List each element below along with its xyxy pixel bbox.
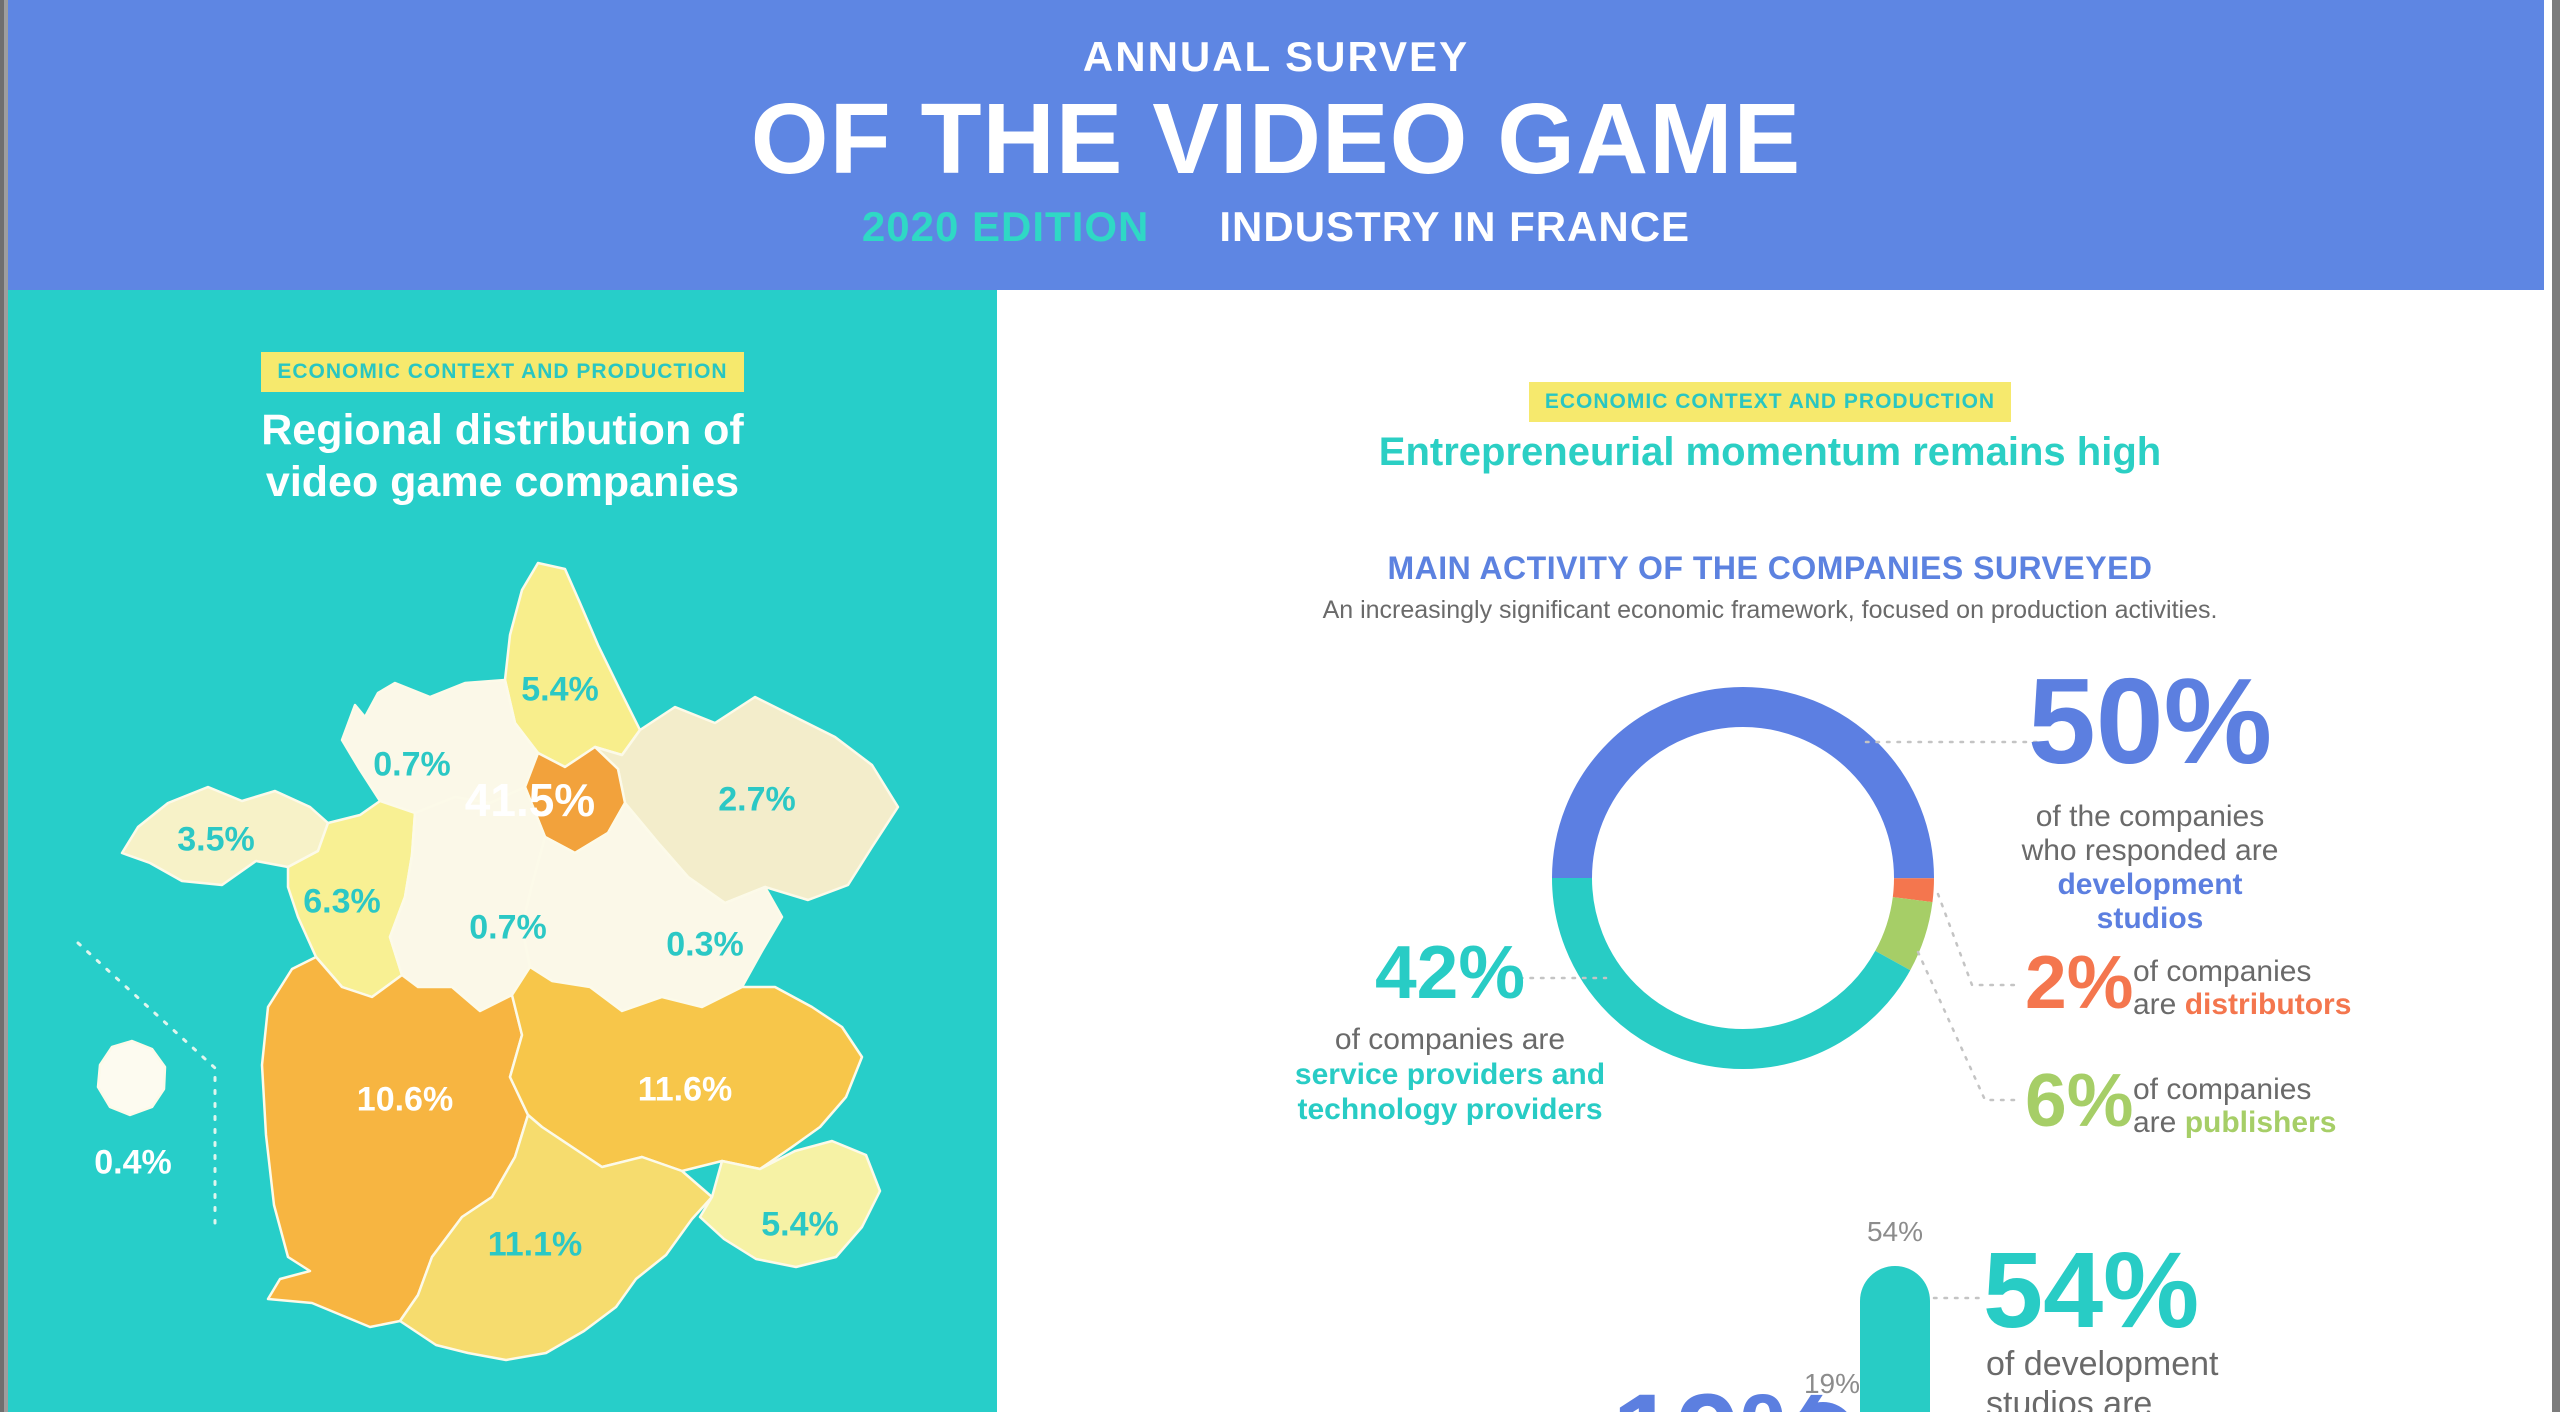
stat-value-6: 6%	[2025, 1058, 2134, 1142]
map-label-pays-de-la-loire: 6.3%	[303, 882, 381, 921]
map-region-occitanie	[398, 1113, 714, 1362]
right-badge-wrap: ECONOMIC CONTEXT AND PRODUCTION	[1005, 382, 2535, 422]
map-label-overseas: 0.4%	[94, 1143, 172, 1182]
bar-teal-54	[1860, 1266, 1930, 1412]
stat-caption-42: of companies are service providers and t…	[1294, 1023, 1606, 1126]
map-region-provence-alpes-cote-azur	[698, 1139, 882, 1269]
map-label-auvergne-rhone-alpes: 11.6%	[637, 1070, 733, 1109]
callout-development-studios: 50% of the companies who responded are d…	[2015, 660, 2285, 936]
map-label-occitanie: 11.1%	[487, 1225, 583, 1264]
stat-caption-2: of companies are distributors	[2133, 955, 2352, 1021]
map-title: Regional distribution of video game comp…	[8, 404, 997, 508]
donut-chart	[1552, 687, 1934, 1069]
map-label-hauts-de-france: 5.4%	[521, 670, 599, 709]
window-edge-left-dark	[0, 0, 4, 1412]
map-label-normandie: 0.7%	[373, 745, 451, 784]
section-heading: Entrepreneurial momentum remains high	[1378, 430, 2162, 474]
stat-caption-50: of the companies who responded are devel…	[2021, 800, 2279, 935]
stat-value-2: 2%	[2025, 940, 2134, 1024]
map-label-bretagne: 3.5%	[177, 820, 255, 859]
map-title-line2: video game companies	[265, 458, 740, 506]
section-badge-right: ECONOMIC CONTEXT AND PRODUCTION	[1528, 382, 2012, 422]
donut-chart-subtitle: An increasingly significant economic fra…	[1322, 596, 2218, 624]
map-label-ile-de-france: 41.5%	[464, 774, 596, 826]
page-title: OF THE VIDEO GAME	[750, 83, 1802, 195]
header-banner: ANNUAL SURVEY OF THE VIDEO GAME 2020 EDI…	[8, 0, 2544, 290]
header-subtitle-row: 2020 EDITION INDUSTRY IN FRANCE	[8, 203, 2544, 251]
stat-caption-6: of companies are publishers	[2133, 1073, 2337, 1139]
header-subtitle: INDUSTRY IN FRANCE	[1219, 203, 1691, 250]
bar-label-54: 54%	[1866, 1216, 1924, 1247]
map-region-overseas-island	[96, 1039, 167, 1117]
big-stat-54: 54%	[1983, 1229, 2200, 1350]
stat-value-50: 50%	[2027, 653, 2273, 789]
window-edge-right-gray	[2552, 0, 2560, 1412]
map-label-bourgogne-franche-comte: 0.3%	[666, 925, 744, 964]
donut-segment-service-providers	[1552, 687, 1934, 1069]
left-badge-wrap: ECONOMIC CONTEXT AND PRODUCTION	[8, 352, 997, 392]
section-badge: ECONOMIC CONTEXT AND PRODUCTION	[261, 352, 744, 392]
cutoff-blue-stat: 19%	[1612, 1378, 1842, 1412]
big-stat-54-caption: of development studios are	[1986, 1345, 2219, 1412]
france-choropleth-map	[76, 561, 900, 1362]
callout-publishers: 6% of companies are publishers	[2025, 1063, 2425, 1183]
donut-chart-title: MAIN ACTIVITY OF THE COMPANIES SURVEYED	[1387, 550, 2153, 586]
overseas-inset-dotted-boundary	[76, 941, 217, 1225]
stat-value-42: 42%	[1374, 930, 1526, 1014]
bar-blue-19	[1790, 1402, 1856, 1412]
map-label-nouvelle-aquitaine: 10.6%	[356, 1080, 454, 1119]
bar-label-19: 19%	[1803, 1368, 1861, 1399]
map-label-grand-est: 2.7%	[718, 780, 796, 819]
window-edge-left-light	[4, 0, 8, 1412]
map-title-line1: Regional distribution of	[261, 406, 744, 454]
header-kicker: ANNUAL SURVEY	[1082, 33, 1470, 80]
callout-service-providers: 42% of companies are service providers a…	[1240, 935, 1660, 1127]
connector-2	[1936, 892, 2022, 987]
callout-distributors: 2% of companies are distributors	[2025, 945, 2425, 1065]
edition-label: 2020 EDITION	[861, 203, 1150, 250]
map-label-centre-val-de-loire: 0.7%	[469, 908, 547, 947]
map-label-paca: 5.4%	[761, 1205, 839, 1244]
window-edge-right-white	[2544, 0, 2552, 1412]
